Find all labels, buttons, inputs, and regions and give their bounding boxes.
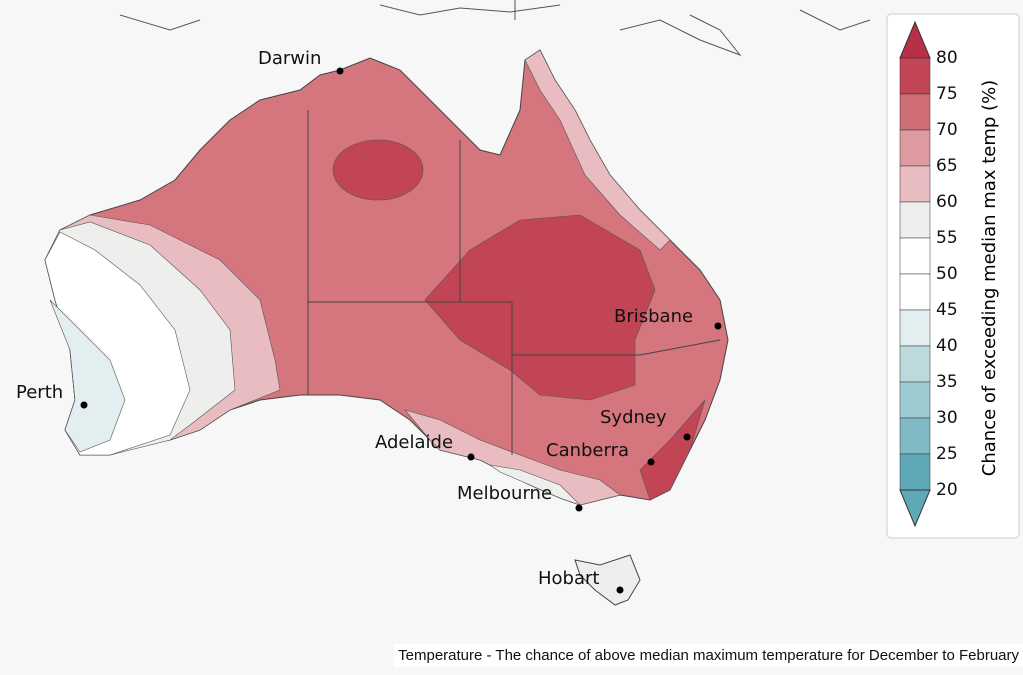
legend-tick-label: 55 xyxy=(936,228,958,248)
city-label: Perth xyxy=(16,382,63,403)
legend-swatch xyxy=(899,273,931,311)
islands xyxy=(119,0,871,57)
legend-tick-label: 75 xyxy=(936,84,958,104)
legend-tick-label: 65 xyxy=(936,156,958,176)
legend-tick-label: 35 xyxy=(936,372,958,392)
legend: 80 75 70 65 60 55 50 45 40 35 30 25 20 xyxy=(899,20,958,528)
legend-title: Chance of exceeding median max temp (%) xyxy=(979,80,1000,476)
city-label: Adelaide xyxy=(375,432,453,453)
zone-north-coast xyxy=(524,49,671,251)
zone-pale-blue xyxy=(49,299,126,453)
legend-tick-label: 70 xyxy=(936,120,958,140)
zone-south-grey xyxy=(489,464,581,506)
legend-tick-label: 20 xyxy=(936,480,958,500)
city-label: Darwin xyxy=(258,48,321,69)
legend-swatch xyxy=(899,93,931,131)
caption: Temperature - The chance of above median… xyxy=(394,644,1023,667)
legend-bottom-arrow xyxy=(899,489,931,528)
legend-tick-label: 50 xyxy=(936,264,958,284)
legend-tick-label: 45 xyxy=(936,300,958,320)
tasmania xyxy=(574,554,641,606)
state-borders xyxy=(307,110,721,455)
legend-tick-label: 80 xyxy=(936,48,958,68)
city-label: Canberra xyxy=(546,440,629,461)
legend-swatch xyxy=(899,57,931,95)
legend-tick-label: 30 xyxy=(936,408,958,428)
city-label: Sydney xyxy=(600,407,667,428)
legend-swatch xyxy=(899,165,931,203)
legend-swatch xyxy=(899,201,931,239)
legend-swatch xyxy=(899,381,931,419)
city-label: Hobart xyxy=(538,568,599,589)
legend-swatch xyxy=(899,309,931,347)
city-label: Melbourne xyxy=(457,483,552,504)
zone-coast-dark xyxy=(639,399,706,501)
legend-swatch xyxy=(899,129,931,167)
city-markers xyxy=(80,67,722,594)
legend-swatch xyxy=(899,417,931,455)
legend-swatch xyxy=(899,453,931,491)
legend-tick-label: 25 xyxy=(936,444,958,464)
legend-tick-label: 40 xyxy=(936,336,958,356)
zone-dark-north xyxy=(332,139,424,201)
legend-tick-label: 60 xyxy=(936,192,958,212)
zone-dark-east xyxy=(424,214,656,401)
legend-swatch xyxy=(899,237,931,275)
legend-swatch xyxy=(899,345,931,383)
city-label: Brisbane xyxy=(614,306,693,327)
